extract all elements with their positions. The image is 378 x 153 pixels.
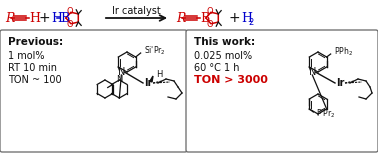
Text: R: R (176, 11, 185, 24)
Text: N: N (309, 67, 316, 77)
Text: Previous:: Previous: (8, 37, 63, 47)
FancyBboxPatch shape (186, 30, 378, 152)
Text: This work:: This work: (194, 37, 255, 47)
Polygon shape (150, 76, 153, 82)
Text: Ir: Ir (336, 78, 344, 88)
Text: O: O (207, 7, 213, 16)
Text: Ir: Ir (144, 78, 152, 88)
Text: RT 10 min: RT 10 min (8, 63, 57, 73)
Text: O: O (207, 20, 213, 29)
Text: H: H (29, 11, 40, 24)
Text: Si'Pr$_2$: Si'Pr$_2$ (144, 45, 166, 57)
Text: TON > 3000: TON > 3000 (194, 75, 268, 85)
Text: H: H (156, 69, 163, 78)
Text: O: O (67, 7, 73, 16)
Text: 0.025 mol%: 0.025 mol% (194, 51, 252, 61)
Text: N: N (116, 75, 122, 84)
Text: +: + (38, 11, 50, 25)
Text: TON ~ 100: TON ~ 100 (8, 75, 62, 85)
Text: +: + (228, 11, 240, 25)
Text: P'Pr$_2$: P'Pr$_2$ (316, 108, 336, 120)
FancyBboxPatch shape (0, 30, 187, 152)
Text: 2: 2 (248, 17, 253, 26)
Text: PPh$_2$: PPh$_2$ (334, 46, 353, 58)
Text: B: B (60, 11, 69, 24)
Text: H: H (241, 11, 252, 24)
Text: 1 mol%: 1 mol% (8, 51, 45, 61)
Text: H: H (51, 11, 62, 24)
Text: N: N (118, 67, 125, 77)
Text: Ir catalyst: Ir catalyst (112, 6, 161, 16)
Text: 60 °C 1 h: 60 °C 1 h (194, 63, 240, 73)
Text: O: O (67, 20, 73, 29)
Text: B: B (200, 11, 209, 24)
Text: R: R (5, 11, 14, 24)
